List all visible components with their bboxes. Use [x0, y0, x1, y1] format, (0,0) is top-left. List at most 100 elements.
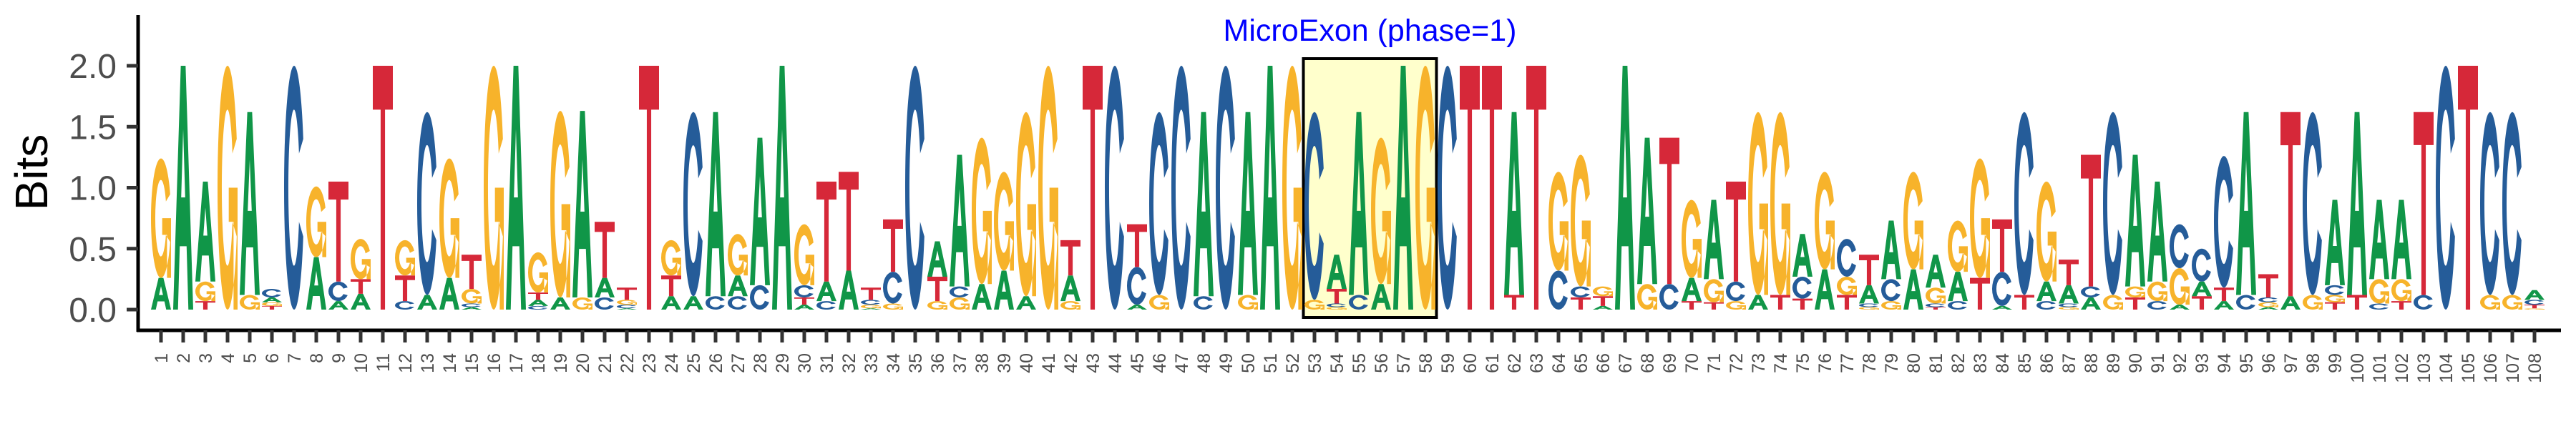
- logo-column-60: [1460, 66, 1480, 310]
- letter-G: [882, 303, 903, 310]
- letter-G: [1858, 307, 1879, 310]
- letter-A: [1748, 295, 1768, 310]
- letter-T: [1659, 137, 1679, 285]
- letter-T: [861, 287, 881, 300]
- letter-A: [262, 297, 282, 302]
- logo-column-51: [1260, 66, 1280, 310]
- letter-C: [2102, 112, 2122, 295]
- x-tick-label: 32: [839, 353, 859, 373]
- logo-column-33: [860, 287, 881, 310]
- x-tick-label: 10: [351, 353, 371, 373]
- x-tick-label: 63: [1527, 353, 1547, 373]
- logo-column-98: [2302, 112, 2323, 310]
- letter-G: [1770, 112, 1790, 295]
- letter-A: [1593, 305, 1613, 310]
- x-tick-label: 22: [618, 353, 638, 373]
- letter-T: [2192, 296, 2212, 310]
- letter-C: [2524, 300, 2544, 305]
- logo-column-17: [506, 66, 526, 310]
- letter-T: [328, 181, 348, 282]
- letter-T: [1083, 66, 1103, 310]
- x-tick-label: 65: [1571, 353, 1591, 373]
- x-tick-label: 83: [1971, 353, 1991, 373]
- logo-column-78: [1858, 255, 1879, 310]
- logo-column-77: [1836, 239, 1857, 310]
- x-tick-label: 44: [1106, 353, 1126, 373]
- x-tick-label: 106: [2481, 353, 2501, 383]
- logo-column-3: [195, 181, 215, 310]
- letter-C: [949, 286, 969, 297]
- x-tick-label: 73: [1749, 353, 1769, 373]
- letter-T: [1682, 301, 1702, 310]
- logo-column-31: [816, 181, 836, 310]
- letter-T: [883, 219, 903, 272]
- logo-column-69: [1659, 137, 1679, 310]
- letter-G: [1814, 172, 1835, 270]
- logo-column-46: [1148, 112, 1169, 310]
- x-tick-label: 87: [2059, 353, 2079, 373]
- logo-column-61: [1482, 66, 1502, 310]
- letter-C: [1548, 270, 1568, 310]
- logo-column-16: [483, 66, 504, 310]
- letter-A: [1903, 269, 1923, 310]
- logo-column-95: [2235, 112, 2256, 310]
- logo-column-27: [727, 234, 748, 310]
- letter-T: [1926, 307, 1946, 310]
- y-tick-label: 2.0: [69, 48, 117, 86]
- letter-G: [1836, 276, 1857, 295]
- x-tick-label: 50: [1239, 353, 1259, 373]
- letter-T: [595, 222, 615, 278]
- logo-column-25: [683, 112, 703, 310]
- x-tick-label: 21: [595, 353, 615, 373]
- letter-A: [351, 293, 371, 310]
- letter-T: [1127, 224, 1147, 267]
- logo-column-29: [772, 66, 792, 310]
- letter-A: [528, 300, 548, 306]
- logo-column-85: [2014, 112, 2034, 310]
- x-tick-label: 88: [2082, 353, 2102, 373]
- letter-G: [1725, 301, 1746, 310]
- logo-column-26: [705, 112, 726, 310]
- letter-A: [1992, 305, 2012, 310]
- letter-C: [1792, 276, 1812, 299]
- letter-G: [2036, 181, 2057, 282]
- x-tick-label: 82: [1948, 353, 1968, 373]
- letter-A: [595, 277, 615, 297]
- letter-T: [195, 301, 215, 310]
- letter-G: [2058, 307, 2079, 310]
- logo-column-76: [1814, 172, 1835, 310]
- letter-A: [2347, 112, 2367, 295]
- x-tick-label: 4: [218, 353, 238, 363]
- x-tick-label: 54: [1327, 353, 1347, 373]
- logo-column-37: [949, 154, 970, 310]
- x-tick-label: 26: [706, 353, 726, 373]
- letter-A: [839, 270, 859, 310]
- letter-C: [394, 301, 414, 310]
- logo-column-107: [2502, 112, 2522, 310]
- letter-A: [728, 275, 748, 297]
- logo-column-88: [2080, 154, 2101, 310]
- logo-column-54: [1326, 255, 1347, 310]
- letter-G: [1747, 112, 1768, 295]
- logo-column-19: [550, 111, 570, 310]
- letter-A: [1859, 285, 1879, 304]
- letter-C: [283, 66, 303, 310]
- y-tick-label: 1.0: [69, 170, 117, 208]
- x-tick-label: 49: [1216, 353, 1236, 373]
- letter-A: [1016, 296, 1036, 310]
- logo-column-102: [2391, 199, 2411, 310]
- letter-C: [1880, 279, 1901, 302]
- letter-T: [373, 66, 393, 310]
- x-tick-label: 36: [928, 353, 948, 373]
- letter-G: [2368, 279, 2389, 304]
- letter-C: [2147, 301, 2167, 310]
- x-tick-label: 69: [1660, 353, 1680, 373]
- letter-G: [1947, 220, 1968, 272]
- letter-G: [461, 289, 482, 304]
- logo-column-106: [2479, 112, 2500, 310]
- letter-G: [1570, 154, 1591, 287]
- letter-A: [1371, 284, 1391, 310]
- letter-G: [1148, 295, 1169, 310]
- letter-A: [2391, 199, 2411, 280]
- x-tick-label: 37: [950, 353, 970, 373]
